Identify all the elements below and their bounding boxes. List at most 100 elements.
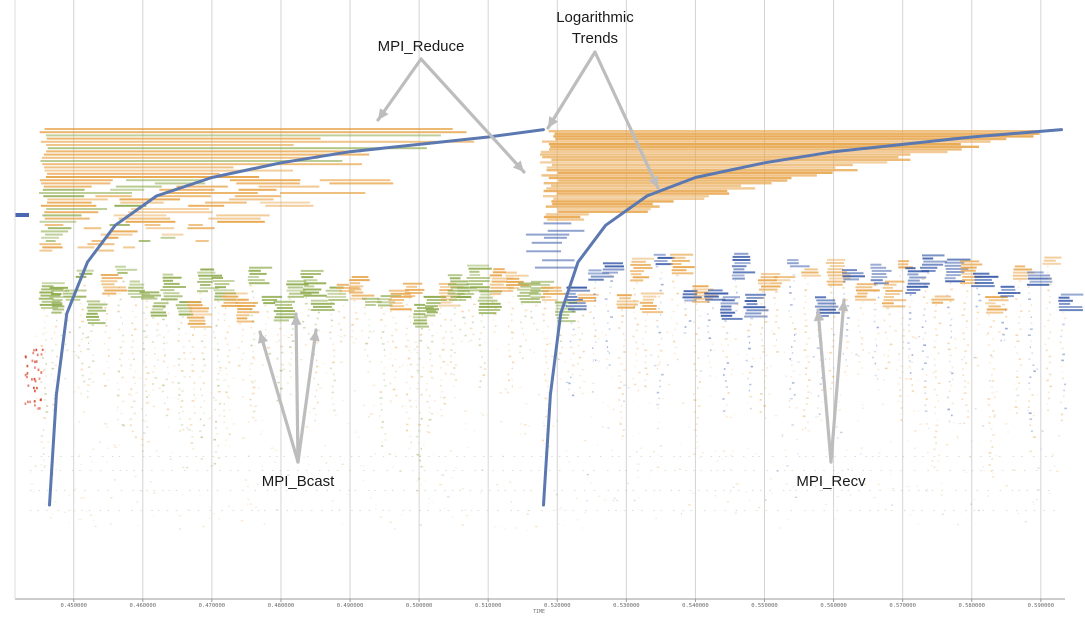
event-mark bbox=[1062, 323, 1065, 326]
event-mark bbox=[492, 271, 506, 274]
event-mark bbox=[917, 523, 920, 525]
event-mark bbox=[841, 470, 844, 471]
event-mark bbox=[118, 217, 171, 220]
event-mark bbox=[286, 283, 309, 286]
event-mark bbox=[145, 227, 175, 230]
event-mark bbox=[776, 351, 779, 353]
event-mark bbox=[26, 372, 29, 375]
event-mark bbox=[389, 302, 403, 305]
event-mark bbox=[215, 324, 218, 327]
event-mark bbox=[1029, 424, 1032, 426]
event-mark bbox=[1001, 470, 1004, 471]
event-mark bbox=[389, 521, 393, 523]
event-mark bbox=[201, 370, 204, 373]
event-mark bbox=[782, 436, 784, 438]
event-mark bbox=[88, 510, 91, 511]
event-mark bbox=[511, 337, 513, 340]
event-mark bbox=[636, 476, 640, 479]
event-mark bbox=[273, 300, 295, 303]
trend-line bbox=[542, 128, 1063, 507]
event-mark bbox=[787, 519, 790, 521]
event-mark bbox=[648, 402, 651, 404]
event-mark bbox=[68, 522, 70, 524]
event-mark bbox=[657, 364, 660, 366]
event-mark bbox=[543, 215, 581, 219]
event-mark bbox=[657, 355, 660, 358]
event-mark bbox=[653, 510, 655, 511]
event-mark bbox=[382, 510, 384, 511]
event-mark bbox=[201, 352, 204, 355]
event-mark bbox=[900, 365, 903, 367]
event-mark bbox=[768, 393, 771, 395]
event-mark bbox=[450, 373, 453, 375]
event-mark bbox=[947, 258, 971, 261]
event-mark bbox=[546, 385, 549, 388]
event-mark bbox=[1047, 265, 1049, 268]
event-mark bbox=[834, 455, 836, 458]
event-mark bbox=[43, 195, 85, 198]
event-mark bbox=[288, 298, 292, 300]
event-mark bbox=[90, 514, 93, 516]
event-mark bbox=[253, 358, 257, 360]
event-mark bbox=[261, 430, 263, 433]
event-mark bbox=[783, 351, 785, 353]
event-mark bbox=[264, 304, 267, 307]
event-mark bbox=[46, 144, 294, 146]
event-mark bbox=[142, 456, 145, 457]
event-mark bbox=[47, 441, 50, 443]
event-mark bbox=[888, 349, 890, 352]
event-mark bbox=[428, 328, 430, 331]
event-mark bbox=[305, 296, 307, 299]
event-mark bbox=[470, 339, 473, 342]
event-mark bbox=[573, 392, 575, 394]
event-mark bbox=[1001, 333, 1004, 335]
event-mark bbox=[846, 317, 850, 319]
event-mark bbox=[987, 344, 991, 346]
event-mark bbox=[40, 441, 43, 443]
event-mark bbox=[192, 334, 194, 337]
event-mark bbox=[40, 294, 61, 297]
event-mark bbox=[152, 317, 155, 319]
event-mark bbox=[238, 188, 277, 191]
event-mark bbox=[41, 156, 319, 159]
event-mark bbox=[226, 343, 229, 346]
event-mark bbox=[825, 449, 827, 451]
event-mark bbox=[415, 325, 430, 328]
x-tick-label: 0.520000 bbox=[544, 603, 571, 609]
event-mark bbox=[68, 331, 71, 334]
event-mark bbox=[134, 304, 137, 307]
event-mark bbox=[379, 397, 383, 399]
event-mark bbox=[760, 303, 763, 305]
event-mark bbox=[611, 449, 614, 452]
event-mark bbox=[707, 355, 710, 357]
event-mark bbox=[724, 510, 726, 511]
event-mark bbox=[969, 456, 972, 458]
event-mark bbox=[247, 276, 259, 278]
event-mark bbox=[398, 366, 401, 368]
event-mark bbox=[963, 356, 965, 358]
event-mark bbox=[120, 316, 122, 319]
event-mark bbox=[152, 371, 155, 373]
event-mark bbox=[992, 350, 995, 352]
event-mark bbox=[482, 414, 485, 416]
event-mark bbox=[355, 318, 359, 320]
event-mark bbox=[588, 278, 604, 281]
event-mark bbox=[186, 466, 189, 469]
event-mark bbox=[162, 490, 164, 491]
event-mark bbox=[363, 465, 365, 467]
event-mark bbox=[583, 439, 587, 442]
event-mark bbox=[439, 289, 453, 292]
event-mark bbox=[427, 346, 429, 349]
event-mark bbox=[49, 296, 64, 299]
event-mark bbox=[591, 382, 595, 384]
event-mark bbox=[203, 346, 206, 349]
event-mark bbox=[347, 422, 349, 425]
event-mark bbox=[684, 302, 686, 304]
event-mark bbox=[551, 456, 553, 457]
event-mark bbox=[383, 313, 385, 315]
event-mark bbox=[947, 348, 951, 351]
event-mark bbox=[668, 383, 671, 386]
event-mark bbox=[934, 376, 937, 379]
event-mark bbox=[684, 326, 687, 328]
